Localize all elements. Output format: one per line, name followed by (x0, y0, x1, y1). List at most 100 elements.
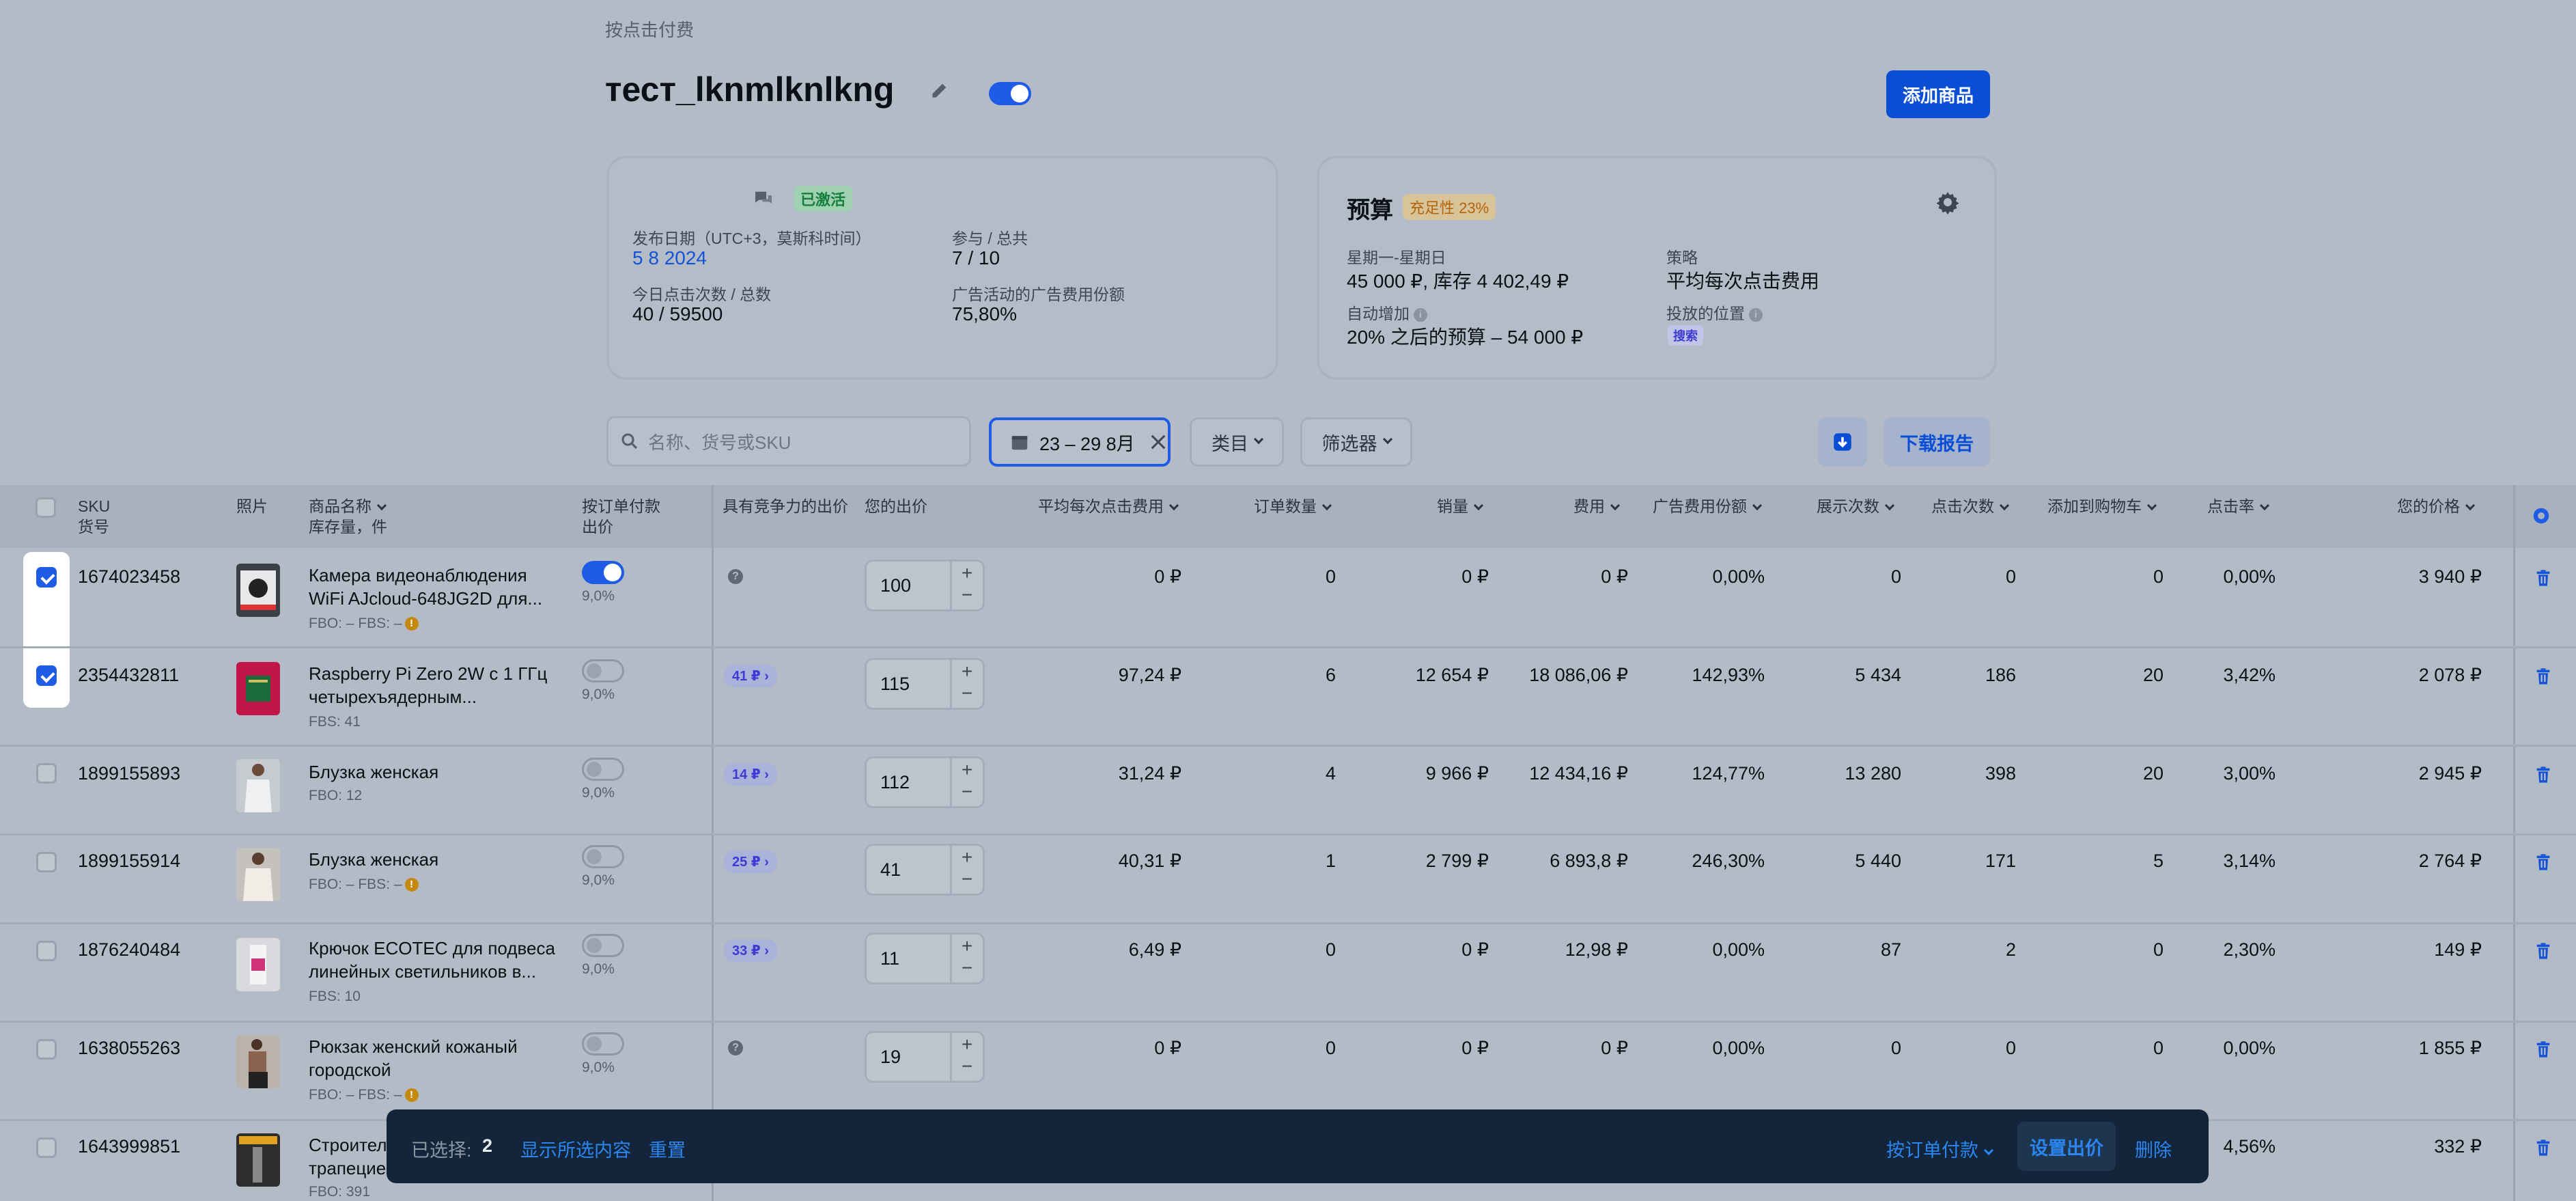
select-all-checkbox[interactable] (36, 497, 56, 518)
bid-value[interactable]: 100 (880, 575, 912, 596)
product-thumbnail[interactable] (236, 759, 280, 812)
competitive-bid-pill[interactable]: 25 ₽ › (724, 851, 777, 873)
header-avg-cpc[interactable]: 平均每次点击费用 (1038, 496, 1179, 516)
campaign-active-toggle[interactable] (989, 82, 1031, 105)
bid-value[interactable]: 115 (880, 674, 910, 694)
bid-value[interactable]: 41 (880, 859, 901, 880)
filter-dropdown[interactable]: 筛选器 (1300, 417, 1412, 467)
plus-icon[interactable]: + (961, 846, 973, 868)
row-sku[interactable]: 2354432811 (78, 665, 180, 685)
help-icon[interactable]: ? (728, 569, 743, 584)
row-sku[interactable]: 1643999851 (78, 1136, 181, 1157)
minus-icon[interactable]: − (961, 682, 973, 704)
row-sku[interactable]: 1876240484 (78, 939, 181, 960)
bid-stepper[interactable]: 100 + − (865, 560, 985, 611)
set-bid-button[interactable]: 设置出价 (2017, 1122, 2116, 1171)
table-row[interactable]: 1899155893 Блузка женская FBO: 12 9,0% 1… (0, 747, 2576, 836)
row-sku[interactable]: 1674023458 (78, 566, 181, 587)
header-ctr[interactable]: 点击率 (2207, 496, 2270, 516)
bid-stepper[interactable]: 41 + − (865, 844, 985, 896)
header-ad-share[interactable]: 广告费用份额 (1653, 496, 1763, 516)
cpo-toggle[interactable] (582, 1032, 624, 1055)
trash-icon[interactable] (2534, 852, 2553, 872)
plus-icon[interactable]: + (961, 661, 973, 682)
product-thumbnail[interactable] (236, 564, 280, 617)
table-row[interactable]: 1638055263 Рюкзак женский кожаный городск… (0, 1023, 2576, 1121)
bid-stepper[interactable]: 112 + − (865, 756, 985, 808)
pencil-icon[interactable] (929, 79, 951, 101)
download-report-button[interactable]: 下载报告 (1884, 417, 1990, 467)
cpo-toggle[interactable] (582, 934, 624, 957)
row-sku[interactable]: 1899155914 (78, 851, 181, 871)
trash-icon[interactable] (2534, 764, 2553, 785)
bid-stepper[interactable]: 11 + − (865, 933, 985, 984)
trash-icon[interactable] (2534, 1039, 2553, 1060)
product-thumbnail[interactable] (236, 848, 280, 901)
competitive-bid-pill[interactable]: 14 ₽ › (724, 763, 777, 786)
bid-value[interactable]: 11 (880, 948, 900, 969)
cpo-toggle[interactable] (582, 561, 624, 584)
breadcrumb[interactable]: 按点击付费 (605, 20, 695, 40)
minus-icon[interactable]: − (961, 781, 973, 802)
row-sku[interactable]: 1638055263 (78, 1038, 181, 1058)
competitive-bid-pill[interactable]: 33 ₽ › (724, 939, 777, 962)
bid-stepper[interactable]: 115 + − (865, 658, 985, 710)
row-checkbox[interactable] (36, 852, 57, 872)
cpo-toggle[interactable] (582, 659, 624, 682)
product-thumbnail[interactable] (236, 1035, 280, 1088)
header-impressions[interactable]: 展示次数 (1817, 496, 1895, 516)
plus-icon[interactable]: + (961, 562, 973, 583)
warning-icon[interactable]: ! (404, 878, 419, 892)
delete-button[interactable]: 删除 (2135, 1140, 2172, 1161)
cpo-menu[interactable]: 按订单付款 (1886, 1135, 1994, 1162)
row-checkbox[interactable] (36, 567, 57, 588)
product-name[interactable]: Строител трапецие (309, 1133, 568, 1180)
help-icon[interactable]: ? (728, 1040, 743, 1055)
download-icon-button[interactable] (1818, 417, 1867, 467)
minus-icon[interactable]: − (961, 957, 973, 978)
plus-icon[interactable]: + (961, 759, 973, 780)
table-row[interactable]: 1899155914 Блузка женская FBO: – FBS: –!… (0, 836, 2576, 924)
gear-icon[interactable] (1935, 190, 1960, 215)
publish-date-value[interactable]: 5 8 2024 (632, 247, 707, 268)
header-orders[interactable]: 订单数量 (1254, 496, 1332, 516)
row-checkbox[interactable] (36, 665, 57, 686)
product-name[interactable]: Камера видеонаблюдения WiFi AJcloud-648JG… (309, 564, 568, 610)
product-thumbnail[interactable] (236, 662, 280, 715)
row-checkbox[interactable] (36, 763, 57, 784)
row-checkbox[interactable] (36, 1137, 57, 1158)
header-price[interactable]: 您的价格 (2397, 496, 2476, 516)
product-name[interactable]: Raspberry Pi Zero 2W с 1 ГГц четырехъядер… (309, 662, 568, 708)
bid-value[interactable]: 112 (880, 772, 910, 792)
info-icon[interactable]: i (1414, 307, 1427, 322)
header-add-cart[interactable]: 添加到购物车 (2047, 496, 2157, 516)
product-name[interactable]: Блузка женская (309, 848, 568, 871)
product-thumbnail[interactable] (236, 938, 280, 991)
add-product-button[interactable]: 添加商品 (1886, 70, 1990, 118)
product-name[interactable]: Блузка женская (309, 760, 568, 784)
close-icon[interactable] (1149, 432, 1168, 452)
plus-icon[interactable]: + (961, 1034, 973, 1055)
reset-link[interactable]: 重置 (649, 1140, 686, 1161)
table-row[interactable]: 2354432811 Raspberry Pi Zero 2W с 1 ГГц ч… (0, 648, 2576, 747)
trash-icon[interactable] (2534, 568, 2553, 588)
product-name[interactable]: Крючок ECOTEC для подвеса линейных светил… (309, 937, 568, 983)
product-name[interactable]: Рюкзак женский кожаный городской (309, 1035, 568, 1081)
plus-icon[interactable]: + (961, 935, 973, 956)
warning-icon[interactable]: ! (404, 617, 419, 631)
date-range-picker[interactable]: 23 – 29 8月 (989, 417, 1171, 467)
header-name[interactable]: 商品名称 库存量，件 (309, 496, 387, 537)
competitive-bid-pill[interactable]: 41 ₽ › (724, 665, 777, 687)
header-clicks[interactable]: 点击次数 (1931, 496, 2010, 516)
product-thumbnail[interactable] (236, 1133, 280, 1187)
minus-icon[interactable]: − (961, 584, 973, 605)
table-row[interactable]: 1876240484 Крючок ECOTEC для подвеса лине… (0, 924, 2576, 1023)
row-checkbox[interactable] (36, 1039, 57, 1060)
show-selected-link[interactable]: 显示所选内容 (520, 1140, 631, 1161)
bid-stepper[interactable]: 19 + − (865, 1031, 985, 1083)
category-dropdown[interactable]: 类目 (1190, 417, 1284, 467)
table-row[interactable]: 1674023458 Камера видеонаблюдения WiFi AJ… (0, 550, 2576, 648)
cpo-toggle[interactable] (582, 758, 624, 781)
header-sales[interactable]: 销量 (1437, 496, 1484, 516)
row-sku[interactable]: 1899155893 (78, 763, 181, 784)
